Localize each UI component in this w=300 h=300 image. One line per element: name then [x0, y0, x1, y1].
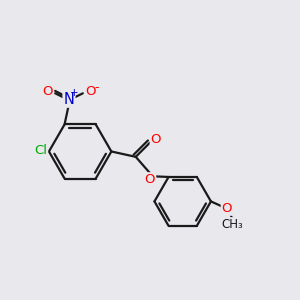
- Text: -: -: [94, 81, 99, 94]
- Text: O: O: [222, 202, 232, 215]
- Text: +: +: [70, 88, 79, 98]
- Text: N: N: [64, 92, 74, 107]
- Text: CH₃: CH₃: [221, 218, 243, 231]
- Text: Cl: Cl: [34, 144, 47, 158]
- Text: O: O: [151, 133, 161, 146]
- Text: O: O: [85, 85, 95, 98]
- Text: O: O: [43, 85, 53, 98]
- Text: O: O: [145, 173, 155, 186]
